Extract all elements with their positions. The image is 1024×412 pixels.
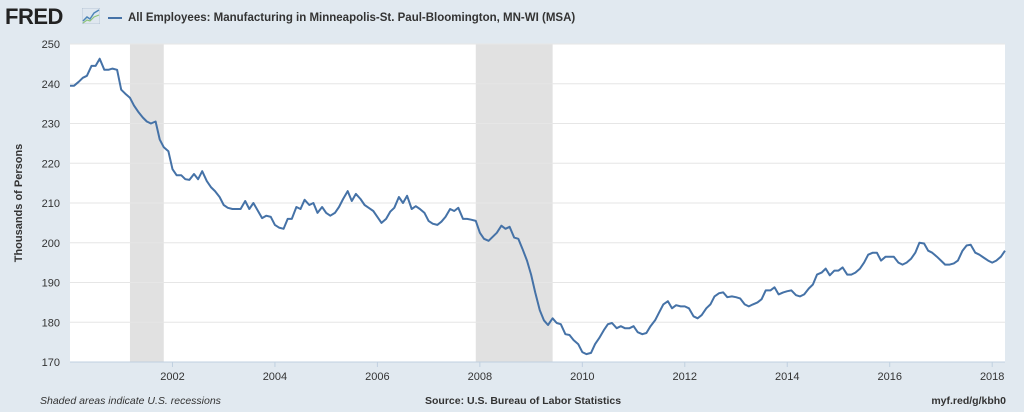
y-tick-label: 220 (42, 158, 60, 170)
x-tick-label: 2018 (980, 371, 1004, 383)
y-tick-label: 250 (42, 39, 60, 51)
x-tick-label: 2012 (673, 371, 697, 383)
x-tick-label: 2010 (570, 371, 594, 383)
x-tick-label: 2002 (160, 371, 184, 383)
x-tick-label: 2016 (877, 371, 901, 383)
x-tick-label: 2004 (263, 371, 287, 383)
x-tick-label: 2008 (468, 371, 492, 383)
fred-trend-line-icon (82, 8, 100, 24)
fred-logo[interactable]: FRED (5, 4, 63, 29)
x-tick-label: 2006 (365, 371, 389, 383)
y-tick-label: 180 (42, 317, 60, 329)
source-credit: Source: U.S. Bureau of Labor Statistics (425, 395, 622, 407)
short-link[interactable]: myf.red/g/kbh0 (931, 395, 1006, 407)
legend-swatch (108, 17, 122, 19)
y-tick-label: 210 (42, 198, 60, 210)
y-tick-label: 200 (42, 238, 60, 250)
y-tick-label: 190 (42, 278, 60, 290)
series-line (70, 57, 1006, 356)
y-tick-label: 240 (42, 79, 60, 91)
y-tick-label: 170 (42, 357, 60, 369)
x-tick-label: 2014 (775, 371, 799, 383)
legend-series-label: All Employees: Manufacturing in Minneapo… (128, 12, 576, 24)
chart-legend: All Employees: Manufacturing in Minneapo… (108, 11, 575, 25)
y-axis-label: Thousands of Persons (13, 144, 25, 263)
chart-header: FRED All Employees: Manufacturing in Min… (0, 0, 1024, 34)
y-tick-label: 230 (42, 119, 60, 131)
recession-note: Shaded areas indicate U.S. recessions (40, 395, 221, 407)
